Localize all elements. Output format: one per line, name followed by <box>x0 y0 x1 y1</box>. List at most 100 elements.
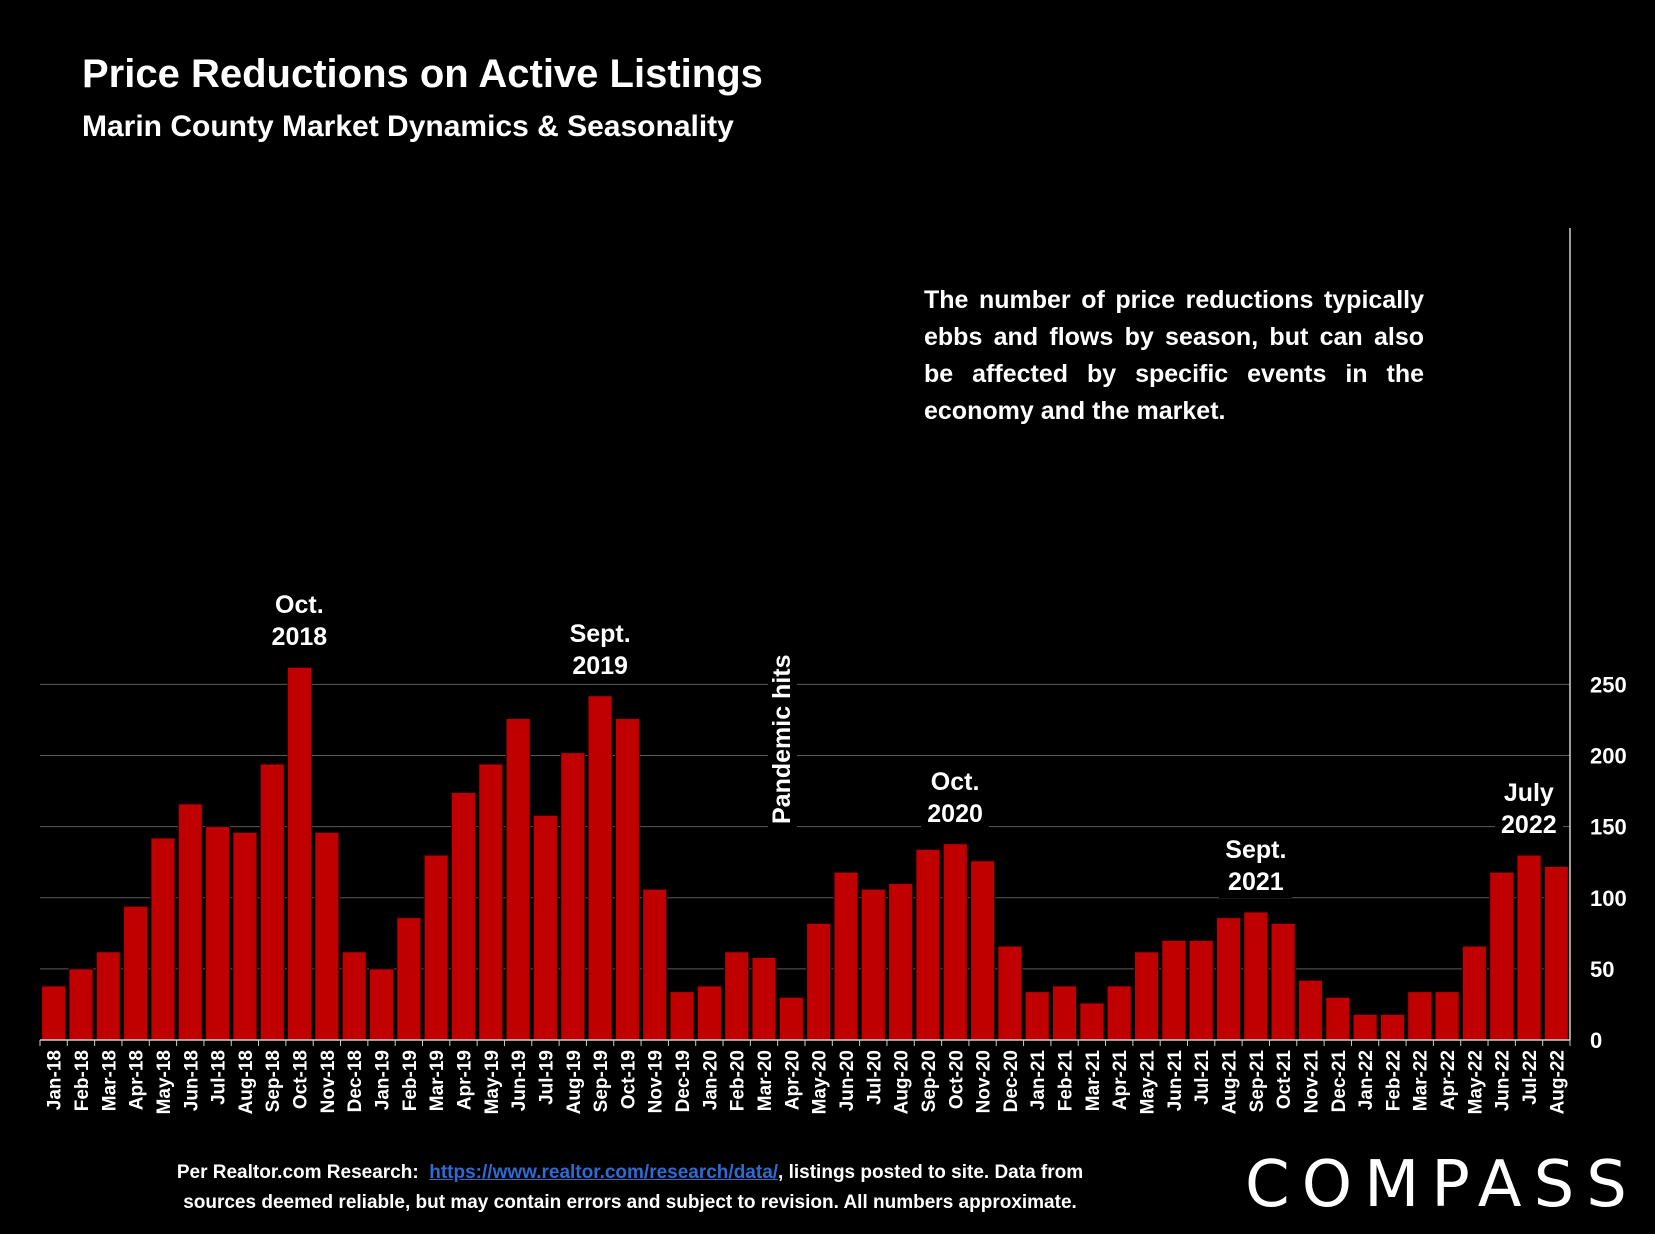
bar-Jan-18 <box>41 985 67 1041</box>
bar-Nov-21 <box>1297 979 1323 1041</box>
bar-May-21 <box>1134 951 1160 1041</box>
x-tick-label: Oct-21 <box>1274 1050 1295 1110</box>
bar-Oct-19 <box>614 718 640 1041</box>
x-tick-label: Jan-19 <box>373 1050 394 1110</box>
x-tick-label: May-22 <box>1465 1050 1486 1114</box>
x-tick-label: Dec-18 <box>345 1050 366 1112</box>
bar-Aug-18 <box>232 831 258 1041</box>
annotation-line1: Sept. <box>569 619 631 648</box>
y-tick-label-250: 250 <box>1590 672 1627 697</box>
x-tick-label: Nov-18 <box>318 1050 339 1113</box>
x-tick-label: Aug-20 <box>892 1050 913 1114</box>
bar-Aug-19 <box>560 752 586 1041</box>
annotation-line1: Sept. <box>1225 835 1287 864</box>
bar-Dec-19 <box>669 991 695 1041</box>
bar-Feb-22 <box>1379 1013 1405 1041</box>
bar-Apr-21 <box>1106 985 1132 1041</box>
bar-Oct-21 <box>1270 922 1296 1041</box>
bar-Nov-20 <box>970 860 996 1041</box>
x-tick-label: Jun-19 <box>509 1050 530 1111</box>
chart-note: The number of price reductions typically… <box>920 280 1428 432</box>
bar-Sep-19 <box>587 695 613 1041</box>
x-tick-label: Apr-19 <box>454 1050 475 1110</box>
annotation-line2: 2021 <box>1228 867 1284 896</box>
x-tick-label: Feb-22 <box>1383 1050 1404 1111</box>
bar-Apr-22 <box>1434 991 1460 1041</box>
annotation-line2: 2018 <box>271 623 328 652</box>
x-tick-labels: Jan-18 Feb-18 Mar-18 Apr-18 May-18 Jun-18 Jul-… <box>45 1050 1569 1115</box>
x-tick-label: Dec-21 <box>1329 1050 1350 1113</box>
bar-May-20 <box>806 922 832 1041</box>
x-tick-label: Sep-18 <box>263 1050 284 1112</box>
x-tick-label: May-21 <box>1138 1050 1159 1115</box>
footer-line2: sources deemed reliable, but may contain… <box>183 1192 1077 1213</box>
annotation-line2: 2022 <box>1501 811 1557 840</box>
x-tick-label: Sep-20 <box>919 1050 940 1112</box>
compass-logo: COMPASS <box>1245 1148 1639 1222</box>
x-tick-label: Feb-20 <box>728 1050 749 1111</box>
bar-Jun-19 <box>505 718 531 1041</box>
bar-Sep-20 <box>915 848 941 1041</box>
x-tick-label: Feb-18 <box>72 1050 93 1111</box>
x-tick-label: Sep-19 <box>591 1050 612 1112</box>
bar-Jun-22 <box>1489 871 1515 1041</box>
bar-May-19 <box>478 763 504 1041</box>
bar-Apr-18 <box>123 905 149 1041</box>
x-tick-label: Mar-20 <box>755 1050 776 1111</box>
y-tick-label-100: 100 <box>1590 886 1627 911</box>
source-link[interactable]: https://www.realtor.com/research/data/ <box>429 1162 779 1183</box>
bar-Oct-18 <box>287 666 313 1041</box>
x-tick-label: Oct-20 <box>946 1050 967 1109</box>
bar-Feb-21 <box>1052 985 1078 1041</box>
x-tick-label: Mar-22 <box>1411 1050 1432 1111</box>
x-tick-label: Jul-20 <box>864 1050 885 1105</box>
bar-Jul-18 <box>205 826 231 1041</box>
x-tick-label: Oct-18 <box>291 1050 312 1109</box>
x-tick-label: May-18 <box>154 1050 175 1114</box>
bar-Mar-20 <box>751 957 777 1041</box>
bar-Jul-21 <box>1188 939 1214 1041</box>
bar-Dec-20 <box>997 945 1023 1041</box>
bar-Jul-22 <box>1516 854 1542 1041</box>
bar-Dec-18 <box>341 951 367 1041</box>
bar-Jun-20 <box>833 871 859 1041</box>
annotation-line2: 2020 <box>927 799 983 828</box>
y-tick-label-150: 150 <box>1590 815 1627 840</box>
bars <box>41 666 1569 1041</box>
bar-Feb-18 <box>68 968 94 1041</box>
bar-Jan-20 <box>696 985 722 1041</box>
x-tick-label: Jun-18 <box>181 1050 202 1111</box>
x-tick-label: May-20 <box>810 1050 831 1114</box>
x-tick-label: Oct-19 <box>618 1050 639 1109</box>
annotation-line1: Oct. <box>930 767 980 796</box>
bar-Jul-20 <box>860 888 886 1041</box>
y-tick-label-50: 50 <box>1590 957 1614 982</box>
x-tick-label: Jan-20 <box>700 1050 721 1110</box>
bar-Jan-19 <box>369 968 395 1041</box>
x-tick-label: Sep-21 <box>1247 1050 1268 1113</box>
chart-title: Price Reductions on Active Listings <box>82 52 763 96</box>
peak-annotation-Oct-20: Oct. 2020 <box>921 765 989 830</box>
x-tick-label: Jul-19 <box>536 1050 557 1105</box>
bar-Nov-19 <box>642 888 668 1041</box>
peak-annotation-Sep-19: Sept. 2019 <box>563 617 637 682</box>
x-tick-label: Nov-21 <box>1301 1050 1322 1114</box>
x-tick-label: Jul-22 <box>1520 1050 1541 1105</box>
source-footer: Per Realtor.com Research: https://www.re… <box>100 1158 1160 1218</box>
x-tick-label: Aug-22 <box>1547 1050 1568 1114</box>
bar-Aug-22 <box>1543 865 1569 1041</box>
x-tick-label: Mar-19 <box>427 1050 448 1111</box>
annotation-line2: 2019 <box>572 651 628 680</box>
x-tick-label: Nov-19 <box>646 1050 667 1113</box>
bar-Jul-19 <box>532 814 558 1041</box>
x-tick-label: Dec-20 <box>1001 1050 1022 1112</box>
x-tick-label: Mar-18 <box>99 1050 120 1111</box>
bar-Nov-18 <box>314 831 340 1041</box>
y-tick-label-0: 0 <box>1590 1028 1602 1053</box>
x-tick-label: Feb-19 <box>400 1050 421 1111</box>
bar-Dec-21 <box>1325 996 1351 1041</box>
bar-Feb-19 <box>396 917 422 1041</box>
x-tick-label: Nov-20 <box>974 1050 995 1113</box>
annotation-line1: Oct. <box>275 591 324 620</box>
x-tick-label: Jan-21 <box>1028 1050 1049 1111</box>
